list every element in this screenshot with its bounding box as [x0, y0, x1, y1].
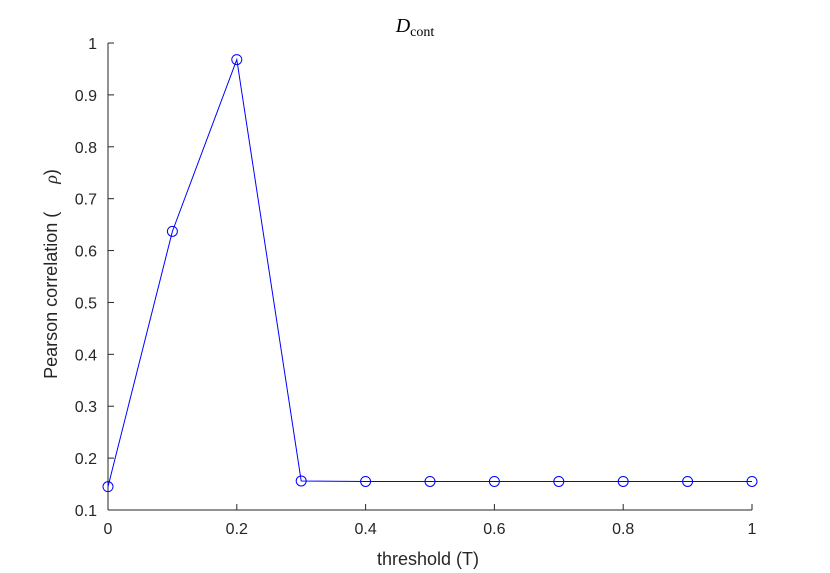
data-point: [488, 475, 500, 487]
x-tick-label: 0.2: [226, 521, 248, 538]
x-tick-label: 0.4: [354, 521, 376, 538]
data-point: [166, 225, 178, 237]
y-tick-label: 1: [88, 36, 97, 53]
data-point: [102, 481, 114, 493]
data-point: [360, 475, 372, 487]
data-point: [295, 475, 307, 487]
x-axis-label: threshold (T): [377, 549, 479, 569]
chart-title-main: D: [395, 15, 411, 37]
data-point: [424, 475, 436, 487]
y-tick-label: 0.6: [75, 244, 97, 261]
chart-title: Dcont: [395, 15, 435, 40]
y-axis-label-text: Pearson correlation (: [41, 212, 61, 379]
axes: [107, 43, 752, 511]
data-point: [746, 475, 758, 487]
data-point: [231, 54, 243, 66]
x-tick-label: 0.8: [612, 521, 634, 538]
data-point: [682, 475, 694, 487]
y-tick-label: 0.7: [75, 192, 97, 209]
y-tick-label: 0.2: [75, 451, 97, 468]
y-tick-label: 0.3: [75, 399, 97, 416]
x-tick-label: 1: [748, 521, 757, 538]
data-point: [617, 475, 629, 487]
y-tick-label: 0.9: [75, 88, 97, 105]
y-tick-label: 0.8: [75, 140, 97, 157]
y-axis-label: Pearson correlation ( ρ): [41, 169, 61, 379]
y-tick-label: 0.4: [75, 347, 97, 364]
x-tick-label: 0.6: [483, 521, 505, 538]
series-group: [102, 54, 758, 493]
y-axis-label-rho: ρ: [41, 175, 61, 185]
chart-title-sub: cont: [410, 25, 434, 40]
y-tick-label: 0.1: [75, 503, 97, 520]
y-tick-label: 0.5: [75, 295, 97, 312]
ticks: 0 0.2 0.4 0.6 0.8 1 0.1 0.2 0.3 0.4 0.5 0.6 0.7 0.8 0.…: [75, 36, 757, 538]
series-line: [107, 57, 752, 487]
x-tick-label: 0: [104, 521, 113, 538]
data-point: [553, 475, 565, 487]
y-axis-label-close: ): [41, 169, 61, 175]
